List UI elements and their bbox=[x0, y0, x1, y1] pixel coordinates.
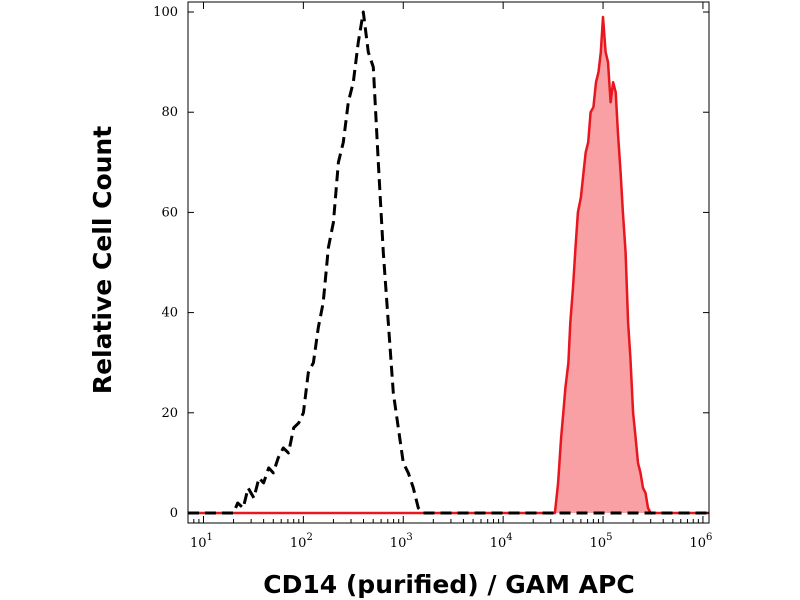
y-axis-title: Relative Cell Count bbox=[88, 126, 117, 394]
histogram-area-fill bbox=[188, 17, 709, 513]
histogram-dashed-line bbox=[188, 10, 709, 515]
y-tick-label: 40 bbox=[161, 306, 178, 321]
x-tick-label: 103 bbox=[390, 532, 413, 551]
plot-area bbox=[188, 10, 709, 515]
y-tick-label: 20 bbox=[161, 406, 178, 421]
plot-frame bbox=[187, 1, 710, 524]
x-tick-label: 104 bbox=[490, 532, 513, 551]
histogram-area-outline bbox=[188, 15, 709, 515]
x-tick-label: 101 bbox=[190, 532, 213, 551]
x-tick-label: 105 bbox=[590, 532, 613, 551]
x-tick-label: 106 bbox=[689, 532, 712, 551]
y-tick-label: 100 bbox=[153, 5, 178, 20]
x-tick-label: 102 bbox=[290, 532, 313, 551]
x-axis-title: CD14 (purified) / GAM APC bbox=[263, 570, 634, 599]
y-tick-label: 80 bbox=[161, 105, 178, 120]
axes: 0 20 40 60 80 100 101 102 103 104 105 106 bbox=[153, 1, 712, 551]
y-tick-label: 0 bbox=[170, 506, 178, 521]
y-tick-label: 60 bbox=[161, 205, 178, 220]
